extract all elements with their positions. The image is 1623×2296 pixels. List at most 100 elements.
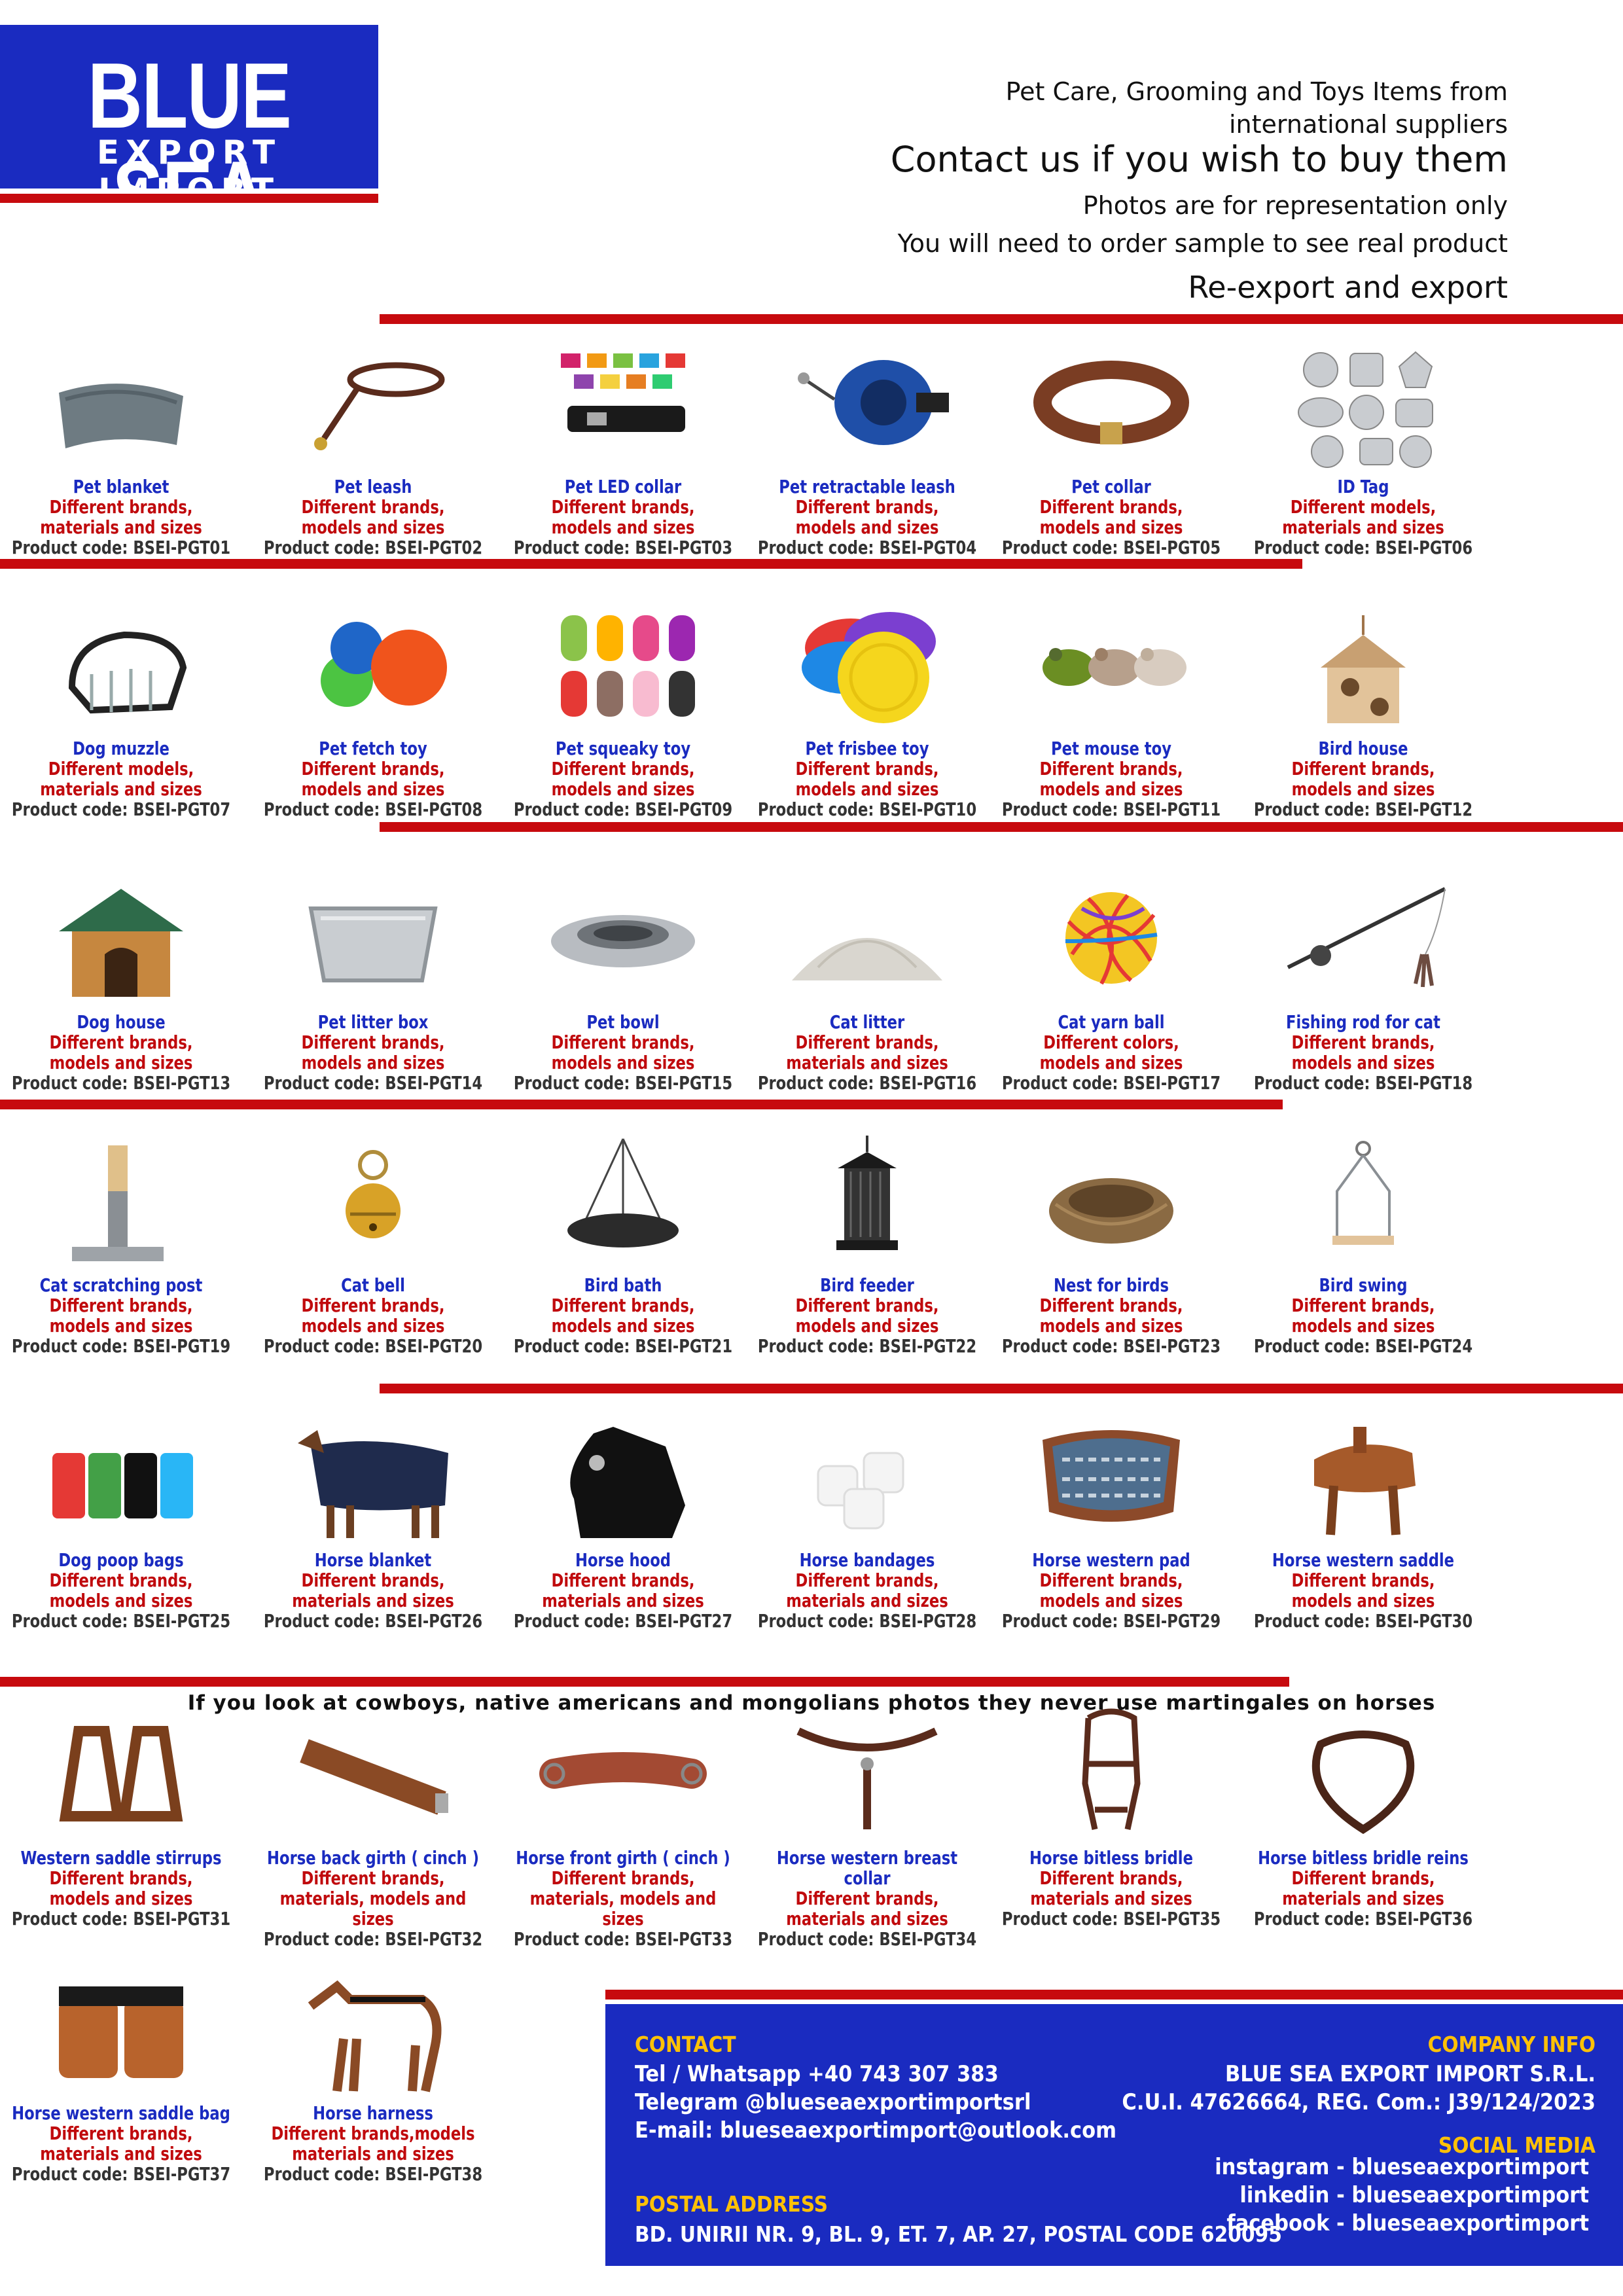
product-description: materials and sizes xyxy=(786,1590,948,1611)
contact-email[interactable]: E-mail: blueseaexportimport@outlook.com xyxy=(635,2117,1117,2144)
product-description: models and sizes xyxy=(551,516,695,538)
product-description: models and sizes xyxy=(795,778,939,800)
product-name: Nest for birds xyxy=(1053,1274,1169,1296)
blanket-icon xyxy=(0,334,245,471)
product-card: Pet leash Different brands, models and siz… xyxy=(249,334,497,558)
social-linkedin[interactable]: linkedin - blueseaexportimport xyxy=(1240,2182,1589,2208)
product-name: Horse bitless bridle reins xyxy=(1258,1847,1469,1869)
bowl-icon xyxy=(499,869,747,1007)
product-name: Pet frisbee toy xyxy=(805,738,929,759)
product-code: Product code: BSEI-PGT16 xyxy=(757,1072,977,1094)
front-girth-icon xyxy=(499,1705,747,1842)
product-name: Dog muzzle xyxy=(73,738,169,759)
postal-address: BD. UNIRII NR. 9, BL. 9, ET. 7, AP. 27, … xyxy=(635,2221,1282,2247)
led-collar-icon xyxy=(499,334,747,471)
product-card: Pet mouse toy Different brands, models and… xyxy=(987,596,1236,819)
intro-line-5: You will need to order sample to see rea… xyxy=(897,229,1508,258)
separator-bar xyxy=(380,314,1623,324)
product-name: Horse back girth ( cinch ) xyxy=(267,1847,479,1869)
contact-telegram[interactable]: Telegram @blueseaexportimportsrl xyxy=(635,2089,1031,2115)
product-description: models and sizes xyxy=(1291,1052,1435,1073)
product-description: Different brands, xyxy=(49,2123,193,2144)
social-facebook[interactable]: facebook - blueseaexportimport xyxy=(1226,2210,1589,2236)
product-card: Bird house Different brands, models and si… xyxy=(1239,596,1488,819)
product-name: Horse western pad xyxy=(1032,1549,1190,1571)
product-description: Different brands, xyxy=(551,1031,695,1053)
product-card: Dog house Different brands, models and siz… xyxy=(0,869,245,1093)
product-name: Pet fetch toy xyxy=(319,738,427,759)
product-description: materials, models and sizes xyxy=(529,1888,717,1929)
product-description: models and sizes xyxy=(1039,778,1183,800)
product-name: Pet collar xyxy=(1071,476,1151,497)
stirrups-icon xyxy=(0,1705,245,1842)
product-name: Pet LED collar xyxy=(564,476,682,497)
bird-bath-icon xyxy=(499,1132,747,1270)
product-description: Different brands, xyxy=(551,758,695,780)
product-code: Product code: BSEI-PGT30 xyxy=(1253,1610,1473,1632)
fetch-ball-icon xyxy=(249,596,497,733)
product-code: Product code: BSEI-PGT02 xyxy=(263,537,483,558)
product-description: Different brands,models xyxy=(271,2123,475,2144)
product-description: Different brands, xyxy=(49,1570,193,1591)
product-description: models and sizes xyxy=(49,1052,193,1073)
product-card: Pet retractable leash Different brands, mo… xyxy=(743,334,991,558)
intro-headline: Contact us if you wish to buy them xyxy=(890,139,1508,180)
product-card: Horse western saddle Different brands, mod… xyxy=(1239,1407,1488,1631)
product-code: Product code: BSEI-PGT15 xyxy=(513,1072,733,1094)
product-card: Bird bath Different brands, models and siz… xyxy=(499,1132,747,1356)
product-code: Product code: BSEI-PGT18 xyxy=(1253,1072,1473,1094)
western-pad-icon xyxy=(987,1407,1236,1545)
product-code: Product code: BSEI-PGT04 xyxy=(757,537,977,558)
product-card: Horse western pad Different brands, models… xyxy=(987,1407,1236,1631)
product-name: Cat yarn ball xyxy=(1058,1011,1165,1033)
logo-stripe xyxy=(0,194,378,203)
product-description: materials and sizes xyxy=(786,1908,948,1929)
product-description: models and sizes xyxy=(49,1888,193,1909)
product-name: Western saddle stirrups xyxy=(20,1847,222,1869)
product-code: Product code: BSEI-PGT03 xyxy=(513,537,733,558)
product-code: Product code: BSEI-PGT26 xyxy=(263,1610,483,1632)
product-card: Pet litter box Different brands, models an… xyxy=(249,869,497,1093)
brand-subtitle: EXPORT IMPORT xyxy=(96,134,282,209)
product-description: Different brands, xyxy=(49,1867,193,1889)
product-description: materials, models and sizes xyxy=(279,1888,467,1929)
product-card: Cat yarn ball Different colors, models and… xyxy=(987,869,1236,1093)
product-name: Pet leash xyxy=(334,476,412,497)
product-code: Product code: BSEI-PGT01 xyxy=(11,537,231,558)
product-description: Different brands, xyxy=(1291,1295,1435,1316)
product-name: Horse front girth ( cinch ) xyxy=(516,1847,730,1869)
product-name: Cat scratching post xyxy=(39,1274,203,1296)
bird-house-icon xyxy=(1239,596,1488,733)
product-description: materials and sizes xyxy=(542,1590,704,1611)
product-code: Product code: BSEI-PGT23 xyxy=(1001,1335,1221,1357)
brand-logo: BLUE SEA EXPORT IMPORT xyxy=(0,25,378,243)
product-description: Different brands, xyxy=(1039,1867,1183,1889)
product-card: Horse bitless bridle reins Different bran… xyxy=(1239,1705,1488,1929)
product-description: Different brands, xyxy=(301,1570,445,1591)
product-description: materials and sizes xyxy=(40,2143,202,2164)
product-description: models and sizes xyxy=(795,516,939,538)
product-description: models and sizes xyxy=(1291,778,1435,800)
social-instagram[interactable]: instagram - blueseaexportimport xyxy=(1215,2154,1589,2180)
nest-icon xyxy=(987,1132,1236,1270)
product-card: Bird swing Different brands, models and si… xyxy=(1239,1132,1488,1356)
saddle-bag-icon xyxy=(0,1960,245,2098)
product-code: Product code: BSEI-PGT10 xyxy=(757,798,977,820)
product-description: Different brands, xyxy=(795,496,939,518)
product-code: Product code: BSEI-PGT08 xyxy=(263,798,483,820)
muzzle-icon xyxy=(0,596,245,733)
contact-phone[interactable]: Tel / Whatsapp +40 743 307 383 xyxy=(635,2061,999,2087)
product-description: models and sizes xyxy=(49,1315,193,1336)
product-description: Different brands, xyxy=(49,1295,193,1316)
product-card: Pet fetch toy Different brands, models and… xyxy=(249,596,497,819)
product-description: Different brands, xyxy=(551,1295,695,1316)
product-description: Different brands, xyxy=(551,496,695,518)
bridle-reins-icon xyxy=(1239,1705,1488,1842)
product-description: materials and sizes xyxy=(292,2143,454,2164)
product-description: materials and sizes xyxy=(1030,1888,1192,1909)
product-name: Pet retractable leash xyxy=(779,476,955,497)
id-tag-icon xyxy=(1239,334,1488,471)
product-code: Product code: BSEI-PGT13 xyxy=(11,1072,231,1094)
product-card: Pet bowl Different brands, models and size… xyxy=(499,869,747,1093)
product-code: Product code: BSEI-PGT19 xyxy=(11,1335,231,1357)
